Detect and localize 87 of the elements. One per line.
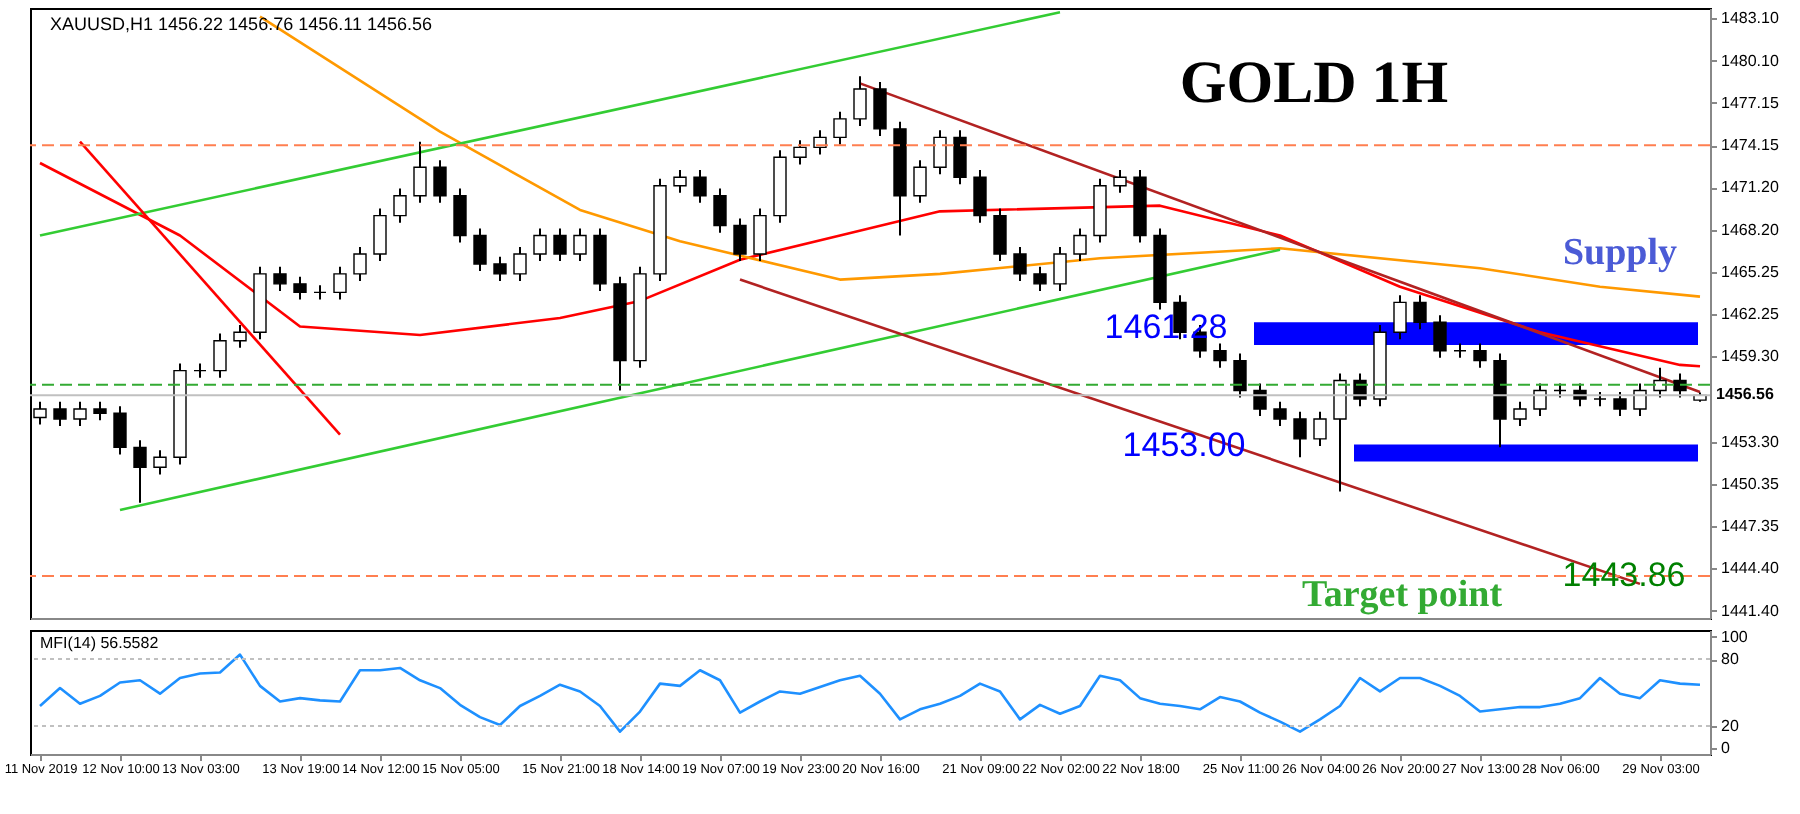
y-tick-label: 1483.10 [1721, 8, 1780, 27]
candlestick [73, 400, 87, 428]
y-tick-label: 1453.30 [1721, 432, 1780, 451]
candlestick [373, 207, 387, 263]
y-tick-label: 20 [1721, 717, 1740, 736]
candlestick [853, 75, 867, 128]
candlestick [333, 265, 347, 301]
candlestick [973, 169, 987, 224]
candlestick [573, 227, 587, 263]
annotation: Supply [1562, 232, 1679, 274]
candlestick [1673, 372, 1687, 399]
candlestick [933, 129, 947, 176]
y-tick-label: 1465.25 [1721, 262, 1780, 281]
candlestick [833, 110, 847, 146]
y-tick-label: 1459.30 [1721, 347, 1780, 366]
y-tick-label: 1474.15 [1721, 136, 1780, 155]
candlestick [1653, 366, 1667, 399]
candlestick [753, 207, 767, 263]
candlestick [533, 227, 547, 263]
candlestick [693, 169, 707, 204]
y-tick-label: 1471.20 [1721, 178, 1780, 197]
y-tick-label: 1468.20 [1721, 220, 1780, 239]
candlestick [393, 187, 407, 224]
y-tick-label: 1447.35 [1721, 517, 1780, 536]
ref-line-label: 1456.56 [1716, 385, 1775, 404]
candlestick [133, 439, 147, 504]
candlestick [113, 405, 127, 456]
text: GOLD 1H [1179, 50, 1449, 116]
candlestick [413, 140, 427, 204]
candlestick [53, 400, 67, 428]
candlestick [353, 245, 367, 283]
annotation: MFI(14) 56.5582 [40, 634, 160, 652]
candlestick [1433, 314, 1447, 359]
y-tick-label: 0 [1721, 739, 1731, 758]
candlestick [213, 332, 227, 379]
candlestick [513, 245, 527, 283]
candlestick [553, 227, 567, 263]
candlestick [1013, 245, 1027, 283]
candlestick [1413, 294, 1427, 331]
candlestick [1473, 342, 1487, 369]
y-tick-label: 1477.15 [1721, 93, 1780, 112]
candlestick [793, 139, 807, 166]
candlestick [1273, 400, 1287, 428]
y-tick-label: 100 [1721, 627, 1749, 646]
candlestick [1253, 382, 1267, 418]
candlestick [273, 265, 287, 292]
candlestick [1393, 294, 1407, 341]
candlestick [153, 449, 167, 476]
y-tick-label: 1441.40 [1721, 601, 1780, 620]
candlestick [873, 80, 887, 137]
candlestick [1613, 390, 1627, 418]
y-tick-label: 1450.35 [1721, 474, 1780, 493]
candlestick [1233, 352, 1247, 399]
candlestick [1633, 382, 1647, 418]
candlestick [293, 275, 307, 301]
line-series [38, 653, 1702, 733]
y-tick-label: 1462.25 [1721, 305, 1780, 324]
candlestick [913, 159, 927, 204]
annotation: 1453.00 [1122, 426, 1246, 464]
candlestick [733, 217, 747, 263]
candlestick [1073, 227, 1087, 263]
candlestick [1293, 410, 1307, 459]
candlestick [1533, 382, 1547, 418]
candlestick [1313, 410, 1327, 447]
candlestick [433, 159, 447, 204]
annotation: Target point [1301, 574, 1504, 616]
candlestick [493, 255, 507, 283]
candlestick [1033, 265, 1047, 292]
candlestick [93, 400, 107, 422]
candlestick [1053, 245, 1067, 292]
candlestick [193, 362, 207, 379]
candlestick [673, 169, 687, 194]
candlestick [993, 207, 1007, 263]
candlestick [313, 284, 327, 301]
candlestick [1333, 372, 1347, 493]
candlestick [1213, 342, 1227, 369]
candlestick [473, 227, 487, 273]
candlestick [1113, 169, 1127, 194]
candlestick [1453, 342, 1467, 359]
y-tick-label: 1444.40 [1721, 559, 1780, 578]
candlestick [1513, 400, 1527, 428]
candlestick [233, 324, 247, 349]
candlestick [713, 187, 727, 234]
candlestick [953, 129, 967, 186]
y-tick-label: 80 [1721, 650, 1740, 669]
y-tick-label: 1480.10 [1721, 51, 1780, 70]
candlestick [453, 187, 467, 244]
